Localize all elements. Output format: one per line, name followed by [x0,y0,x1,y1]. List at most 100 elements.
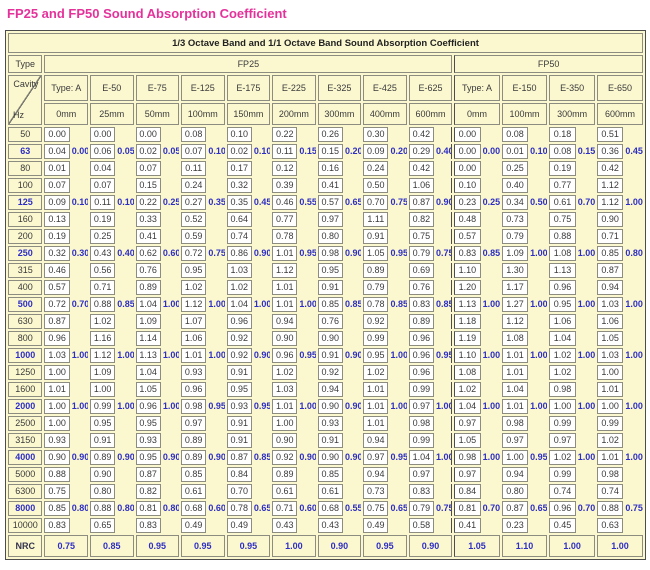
third-octave-coef-cell: 0.77 [272,212,298,227]
full-octave-coef-cell [163,331,179,346]
third-octave-coef-cell: 0.82 [408,212,435,227]
full-octave-coef-cell [625,161,643,176]
third-octave-coef-cell: 0.83 [135,518,161,533]
full-octave-coef-cell [299,263,315,278]
nrc-value-cell: 0.95 [181,535,225,557]
full-octave-coef-cell [390,331,406,346]
full-octave-coef-cell [299,365,315,380]
full-octave-coef-cell: 0.65 [344,197,362,207]
hz-cell: 6300 [8,484,43,499]
model-header: E-50 [89,75,134,101]
full-octave-coef-cell [390,212,406,227]
third-octave-coef-cell: 1.02 [549,348,576,363]
nrc-value-cell: 1.00 [549,535,595,557]
full-octave-coef-cell: 0.90 [117,452,134,462]
full-octave-coef-cell: 0.60 [208,503,225,513]
full-octave-coef-cell [208,263,224,278]
full-octave-coef-cell: 0.70 [71,299,88,309]
full-octave-coef-cell: 0.00 [71,146,88,156]
third-octave-coef-cell: 0.93 [317,416,343,431]
full-octave-coef-cell [345,467,361,482]
third-octave-coef-cell: 0.90 [317,399,343,414]
third-octave-coef-cell: 0.88 [89,297,116,312]
hz-cell: 400 [8,280,43,295]
third-octave-coef-cell: 1.00 [501,450,529,465]
full-octave-coef-cell [483,433,500,448]
full-octave-coef-cell [208,382,224,397]
third-octave-coef-cell: 1.04 [549,331,576,346]
third-octave-coef-cell: 0.42 [408,161,435,176]
full-octave-coef-cell: 0.90 [436,195,453,210]
third-octave-coef-cell: 0.88 [596,501,624,516]
third-octave-coef-cell: 0.89 [363,263,389,278]
full-octave-coef-cell: 0.70 [577,197,595,207]
third-octave-coef-cell: 1.13 [454,297,481,312]
full-octave-coef-cell [530,178,547,193]
third-octave-coef-cell: 0.89 [272,467,298,482]
full-octave-coef-cell: 0.95 [390,452,407,462]
full-octave-coef-cell [530,365,547,380]
third-octave-coef-cell: 1.08 [454,365,481,380]
third-octave-coef-cell: 1.01 [272,297,298,312]
third-octave-coef-cell: 0.07 [44,178,70,193]
full-octave-coef-cell: 0.90 [253,248,271,258]
third-octave-coef-cell: 0.94 [272,314,298,329]
third-octave-coef-cell: 0.10 [454,178,481,193]
full-octave-coef-cell [578,229,595,244]
third-octave-coef-cell: 0.36 [596,144,624,159]
corner-hz-label: Hz [13,110,24,120]
third-octave-coef-cell: 0.78 [226,501,252,516]
third-octave-coef-cell: 1.00 [44,416,70,431]
third-octave-coef-cell: 0.86 [226,246,252,261]
full-octave-coef-cell [345,212,361,227]
third-octave-coef-cell: 0.97 [454,467,481,482]
third-octave-coef-cell: 0.74 [549,484,576,499]
full-octave-coef-cell [530,280,547,295]
third-octave-coef-cell: 0.65 [89,518,116,533]
nrc-value-cell: 0.90 [317,535,362,557]
type-label: Type [8,55,43,73]
third-octave-coef-cell: 0.95 [89,416,116,431]
corner-cavity-label: Cavity [13,79,39,89]
third-octave-coef-cell: 0.07 [181,144,207,159]
full-octave-coef-cell [299,127,315,142]
full-octave-coef-cell: 0.90 [299,452,316,462]
full-octave-coef-cell [345,484,361,499]
third-octave-coef-cell: 1.01 [272,399,298,414]
third-octave-coef-cell: 1.10 [454,348,481,363]
group-header-fp25: FP25 [44,55,453,73]
full-octave-coef-cell [345,331,361,346]
third-octave-coef-cell: 1.03 [226,263,252,278]
third-octave-coef-cell: 0.16 [317,161,343,176]
third-octave-coef-cell: 0.98 [501,416,529,431]
full-octave-coef-cell [345,178,361,193]
full-octave-coef-cell: 1.00 [253,299,271,309]
full-octave-coef-cell [72,229,88,244]
cavity-header: 300mm [549,103,595,125]
hz-cell: 1600 [8,382,43,397]
full-octave-coef-cell [163,314,179,329]
third-octave-coef-cell: 0.15 [317,144,343,159]
full-octave-coef-cell [483,331,500,346]
third-octave-coef-cell: 0.73 [363,484,389,499]
third-octave-coef-cell: 0.91 [317,348,343,363]
full-octave-coef-cell: 1.00 [71,350,88,360]
nrc-value-cell: 0.75 [44,535,88,557]
third-octave-coef-cell: 0.07 [89,178,116,193]
third-octave-coef-cell: 0.11 [89,195,116,210]
third-octave-coef-cell: 0.08 [181,127,207,142]
third-octave-coef-cell: 0.96 [549,280,576,295]
full-octave-coef-cell: 0.80 [117,503,134,513]
third-octave-coef-cell: 0.41 [317,178,343,193]
full-octave-coef-cell: 1.00 [299,299,316,309]
full-octave-coef-cell [72,331,88,346]
third-octave-coef-cell: 1.04 [454,399,481,414]
third-octave-coef-cell: 1.12 [272,263,298,278]
third-octave-coef-cell: 0.96 [226,314,252,329]
full-octave-coef-cell [117,280,133,295]
full-octave-coef-cell [436,484,453,499]
third-octave-coef-cell: 1.06 [596,314,624,329]
full-octave-coef-cell: 0.75 [208,248,225,258]
full-octave-coef-cell [483,263,500,278]
third-octave-coef-cell: 0.91 [226,416,252,431]
